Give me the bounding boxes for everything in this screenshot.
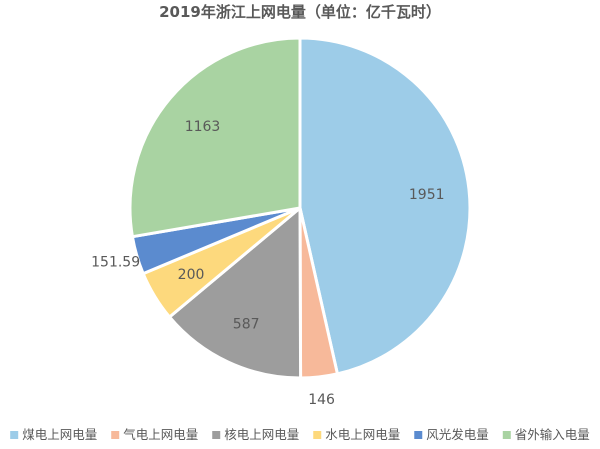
legend-label: 煤电上网电量	[22, 427, 97, 442]
legend-item-1: 煤电上网电量	[10, 427, 97, 442]
pie-slice-6	[128, 36, 302, 239]
legend-label: 水电上网电量	[325, 427, 400, 442]
pie-slice-3	[168, 206, 303, 380]
legend-swatch	[502, 431, 511, 439]
data-labels: 1951 146 587 200 151.59 1163	[91, 119, 444, 408]
legend: 煤电上网电量 气电上网电量 核电上网电量 水电上网电量 风光发电量 省外输入电量	[10, 427, 590, 442]
legend-swatch	[212, 431, 221, 439]
legend-item-5: 风光发电量	[414, 427, 489, 442]
data-label-2: 146	[308, 392, 335, 408]
legend-label: 气电上网电量	[123, 427, 198, 442]
legend-swatch	[313, 431, 322, 439]
legend-swatch	[10, 431, 19, 439]
data-label-5: 151.59	[91, 255, 140, 271]
data-label-6: 1163	[185, 119, 221, 135]
legend-swatch	[111, 431, 120, 439]
data-label-4: 200	[178, 267, 205, 283]
legend-item-2: 气电上网电量	[111, 427, 198, 442]
pie-slice-1	[298, 36, 472, 376]
legend-item-4: 水电上网电量	[313, 427, 400, 442]
data-label-1: 1951	[409, 187, 445, 203]
legend-label: 核电上网电量	[224, 427, 299, 442]
legend-item-3: 核电上网电量	[212, 427, 299, 442]
chart-title: 2019年浙江上网电量（单位：亿千瓦时）	[159, 3, 441, 21]
data-label-3: 587	[233, 317, 260, 333]
legend-swatch	[414, 431, 423, 439]
legend-label: 省外输入电量	[515, 427, 590, 442]
legend-item-6: 省外输入电量	[502, 427, 590, 442]
pie-slices	[128, 36, 472, 380]
legend-label: 风光发电量	[426, 427, 489, 442]
